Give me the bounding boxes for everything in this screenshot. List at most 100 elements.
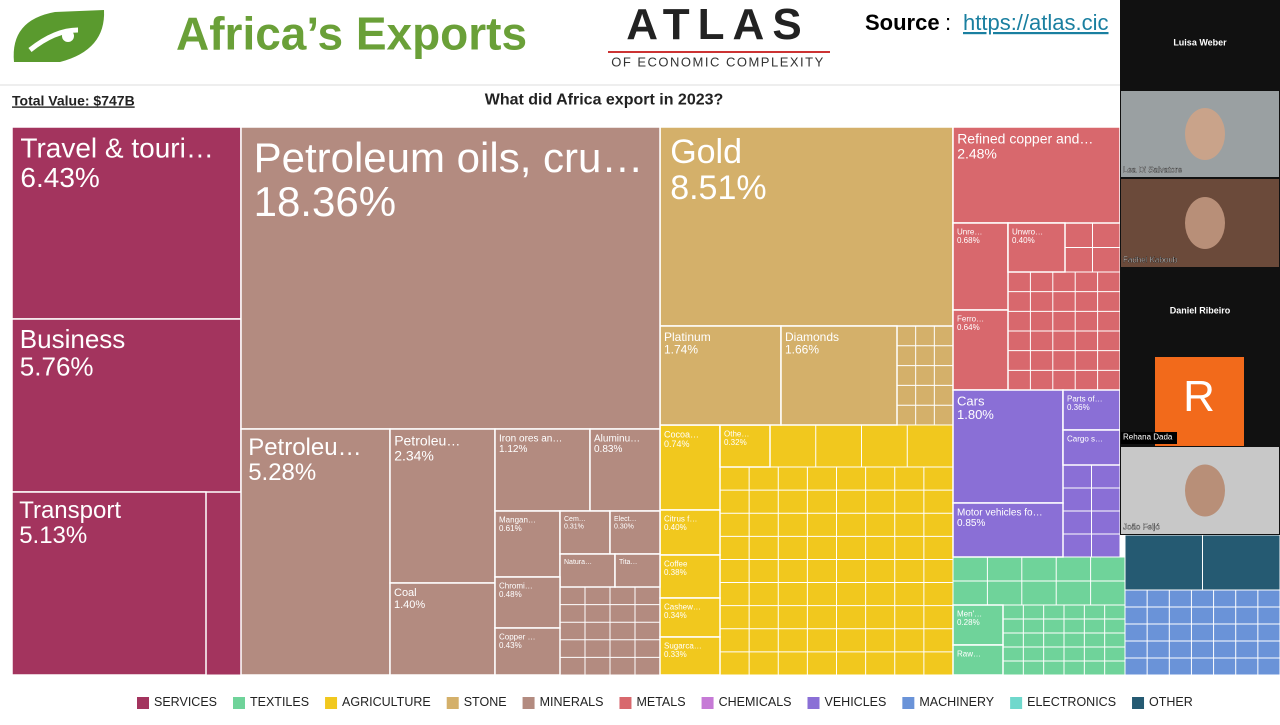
tile-share: 0.68% <box>957 236 980 245</box>
filler-tile <box>205 491 242 676</box>
tile-share: 0.30% <box>614 523 634 530</box>
tile-label: Petroleu… <box>248 434 361 461</box>
tile-label: Petroleum oils, cru… <box>254 134 644 181</box>
treemap-tile <box>1062 389 1121 431</box>
logo <box>13 10 105 62</box>
legend-label: TEXTILES <box>250 695 309 709</box>
tile-label: Tita… <box>619 559 637 566</box>
video-tile <box>1121 1 1279 89</box>
treemap-tile <box>952 309 1009 391</box>
source-link[interactable]: https://atlas.cic <box>963 10 1109 35</box>
treemap-tile <box>614 553 661 588</box>
participant-name: João Feijó <box>1123 523 1160 532</box>
tile-share: 1.74% <box>664 342 698 356</box>
legend-swatch <box>1132 697 1145 709</box>
tile-share: 6.43% <box>20 162 99 193</box>
treemap-tile <box>559 510 611 555</box>
tile-label: Unwro… <box>1012 228 1043 237</box>
treemap-tile <box>389 582 496 676</box>
treemap-tile <box>780 325 898 426</box>
video-tile <box>1121 269 1279 356</box>
legend-label: OTHER <box>1149 695 1193 709</box>
filler-tile <box>896 325 954 426</box>
tile-label: Petroleu… <box>394 433 460 449</box>
tile-label: Raw… <box>957 650 981 659</box>
treemap-tile <box>659 597 721 638</box>
legend-label: MACHINERY <box>919 695 994 709</box>
tile-share: 0.40% <box>1012 236 1035 245</box>
legend-swatch <box>446 697 459 709</box>
tile-label: Cocoa… <box>664 429 699 439</box>
legend-swatch <box>619 697 632 709</box>
filler-tile <box>1124 589 1280 676</box>
tile-share: 0.43% <box>499 641 522 650</box>
legend-label: METALS <box>636 695 685 709</box>
source-colon: : <box>945 10 951 35</box>
tile-share: 0.83% <box>594 444 622 455</box>
participants-panel: Luisa Weber Lea Di Salvatore Fadhel Kaboub… <box>1120 0 1280 535</box>
tile-label: Iron ores an… <box>499 433 562 444</box>
tile-share: 0.28% <box>957 618 980 627</box>
legend-label: SERVICES <box>154 695 217 709</box>
treemap-tile <box>952 604 1004 646</box>
tile-label: Refined copper and… <box>957 131 1093 147</box>
legend-label: ELECTRONICS <box>1027 695 1116 709</box>
tile-share: 0.32% <box>724 438 747 447</box>
legend-swatch <box>807 697 820 709</box>
legend-swatch <box>325 697 338 709</box>
treemap-tile <box>589 428 661 512</box>
tile-label: Cem… <box>564 516 586 523</box>
source-label: Source <box>865 10 940 35</box>
tile-share: 0.74% <box>664 439 690 449</box>
tile-share: 2.34% <box>394 447 434 463</box>
tile-label: Citrus f… <box>664 515 697 524</box>
legend-swatch <box>233 697 245 709</box>
tile-label: Chromi… <box>499 582 533 591</box>
question: What did Africa export in 2023? <box>485 91 724 108</box>
treemap-tile <box>240 126 661 430</box>
legend-label: AGRICULTURE <box>342 695 431 709</box>
tile-label: Transport <box>19 497 121 524</box>
tile-label: Business <box>20 324 126 354</box>
tile-label: Coal <box>394 587 417 599</box>
treemap-tile <box>659 126 954 327</box>
tile-share: 0.61% <box>499 524 522 533</box>
tile-share: 0.40% <box>664 523 687 532</box>
legend-swatch <box>1010 697 1023 709</box>
tile-share: 1.12% <box>499 444 527 455</box>
tile-share: 0.36% <box>1067 403 1090 412</box>
participant-name: Daniel Ribeiro <box>1170 305 1231 315</box>
tile-share: 0.38% <box>664 568 687 577</box>
avatar <box>1155 357 1244 446</box>
legend-label: MINERALS <box>540 695 604 709</box>
title: Africa’s Exports <box>176 8 527 60</box>
treemap-tile <box>240 428 391 676</box>
tile-share: 0.33% <box>664 650 687 659</box>
tile-label: Motor vehicles fo… <box>957 507 1043 518</box>
treemap-tile <box>1062 429 1121 466</box>
tile-label: Copper … <box>499 633 535 642</box>
tile-share: 0.34% <box>664 611 687 620</box>
legend-label: STONE <box>464 695 507 709</box>
treemap-tile <box>952 389 1064 504</box>
tile-label: Men'… <box>957 610 982 619</box>
tile-share: 0.31% <box>564 523 584 530</box>
tile-label: Cargo s… <box>1067 435 1103 444</box>
tile-share: 5.13% <box>19 522 87 549</box>
participant-name: Fadhel Kaboub <box>1123 256 1178 265</box>
tile-label: Ferro… <box>957 315 984 324</box>
legend-swatch <box>522 697 535 709</box>
participant-name: Lea Di Salvatore <box>1123 166 1183 175</box>
tile-share: 1.80% <box>957 407 994 422</box>
treemap-tile <box>494 627 561 676</box>
avatar-letter: R <box>1183 372 1215 421</box>
legend-swatch <box>902 697 915 709</box>
name-bg <box>1121 432 1177 444</box>
treemap-tile <box>494 576 561 629</box>
treemap-tile <box>494 428 591 512</box>
participant-name: Rehana Dada <box>1123 433 1173 442</box>
treemap-tile <box>952 644 1004 676</box>
participant-name: Luisa Weber <box>1173 37 1227 47</box>
tile-label: Gold <box>670 133 742 171</box>
